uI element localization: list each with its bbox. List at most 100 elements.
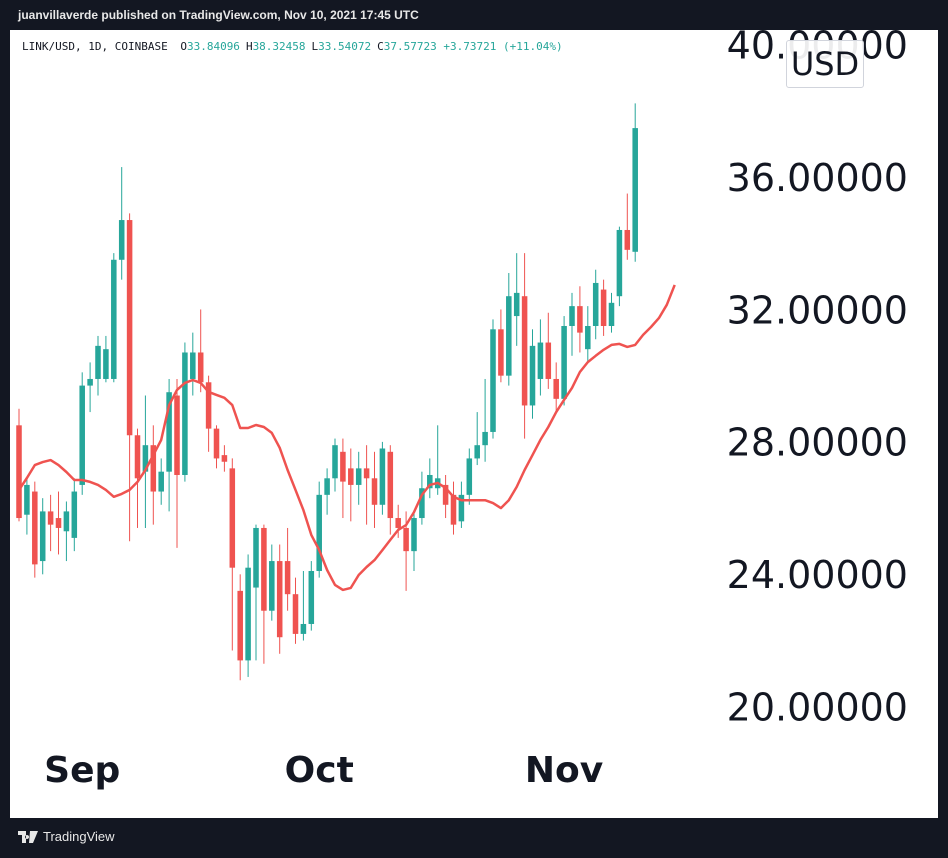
candle-body <box>608 302 615 326</box>
legend-key: O <box>180 40 187 53</box>
footer: TradingView <box>18 829 115 844</box>
candle-body <box>577 306 583 333</box>
candle-body <box>600 289 607 326</box>
legend-value: 33.54072 <box>318 40 372 53</box>
legend-key: L <box>311 40 319 53</box>
candle-body <box>450 494 457 525</box>
candle-body <box>521 296 528 406</box>
candle-body <box>55 518 62 528</box>
change: +3.73721 (+11.04%) <box>443 40 563 53</box>
candle-body <box>182 352 188 475</box>
candle-body <box>340 451 346 482</box>
candle-body <box>221 455 228 462</box>
candle-body <box>498 329 504 376</box>
candle-body <box>142 445 149 472</box>
candle-body <box>442 484 449 505</box>
ohlc-legend: LINK/USD, 1D, COINBASE O33.84096 H38.3245… <box>22 40 563 53</box>
publish-info: juanvillaverde published on TradingView.… <box>18 8 419 22</box>
candle-body <box>197 352 204 383</box>
candle-body <box>348 468 354 485</box>
legend-value: 38.32458 <box>252 40 306 53</box>
candle-body <box>24 484 30 515</box>
candle-body <box>229 468 236 568</box>
candle-body <box>237 590 243 661</box>
candle-body <box>205 382 212 429</box>
candle-body <box>190 352 196 379</box>
x-tick-label: Sep <box>44 750 120 791</box>
y-tick-label: 28.00000 <box>727 421 908 465</box>
ohlc-items: O33.84096 H38.32458 L33.54072 C37.57723 <box>174 40 436 53</box>
candle-body <box>284 561 291 595</box>
candle-body <box>126 220 133 436</box>
y-tick-label: 24.00000 <box>727 553 908 597</box>
candle-body <box>379 448 386 505</box>
candle-body <box>403 527 409 552</box>
candle-body <box>245 567 251 661</box>
candle-body <box>269 561 275 611</box>
y-tick-label: 36.00000 <box>727 156 908 200</box>
candle-body <box>466 458 473 495</box>
candle-body <box>506 296 512 376</box>
candle-body <box>300 623 307 634</box>
candle-body <box>458 494 465 522</box>
moving-average <box>17 284 676 592</box>
symbol: LINK/USD, 1D, COINBASE <box>22 40 168 53</box>
candle-body <box>387 451 394 519</box>
candle-body <box>111 259 117 379</box>
y-tick-label: 32.00000 <box>727 288 908 332</box>
candle-body <box>71 491 78 538</box>
candle-body <box>308 571 315 624</box>
candle-body <box>585 325 591 350</box>
candle-body <box>561 325 567 399</box>
candle-body <box>47 511 54 525</box>
x-tick-label: Oct <box>285 750 354 791</box>
candle-body <box>158 471 164 492</box>
brand: TradingView <box>43 829 115 844</box>
candle-body <box>553 378 559 399</box>
candle-body <box>537 342 544 379</box>
chart: 20.00000 24.00000 28.00000 32.00000 36.00000… <box>16 23 908 791</box>
candle-body <box>261 527 267 611</box>
candle-body <box>213 428 220 459</box>
legend-value: 37.57723 <box>383 40 437 53</box>
candle-body <box>529 345 536 406</box>
candle-body <box>103 349 109 379</box>
candle-body <box>545 342 552 379</box>
candle-body <box>324 478 330 495</box>
candle-body <box>276 561 283 638</box>
logo <box>18 830 38 843</box>
x-tick-label: Nov <box>525 750 603 791</box>
candle-body <box>411 518 417 552</box>
candle-body <box>166 392 172 472</box>
candle-body <box>253 527 259 588</box>
currency-badge[interactable]: USD <box>786 40 864 88</box>
candle-body <box>363 468 370 479</box>
candle-body <box>427 474 433 489</box>
candle-body <box>616 229 623 297</box>
candle-body <box>32 491 38 565</box>
candle-body <box>316 494 322 572</box>
candle-body <box>592 282 599 326</box>
y-tick-label: 20.00000 <box>727 686 908 730</box>
candle-body <box>632 128 638 252</box>
candle-body <box>87 378 93 386</box>
candle-body <box>513 292 520 317</box>
candle-body <box>395 518 401 528</box>
candle-body <box>332 445 338 479</box>
candle-body <box>16 425 22 519</box>
candle-body <box>474 445 480 459</box>
candle-body <box>419 488 425 519</box>
candle-body <box>371 478 378 505</box>
candle-body <box>150 445 157 492</box>
candle-body <box>292 594 299 634</box>
candle-body <box>134 435 141 479</box>
candle-body <box>63 511 70 532</box>
chart-panel: 20.00000 24.00000 28.00000 32.00000 36.00000… <box>10 23 938 818</box>
candle-body <box>624 229 631 250</box>
candle-body <box>79 385 85 485</box>
legend-key: H <box>245 40 253 53</box>
candle-body <box>39 511 46 562</box>
legend-value: 33.84096 <box>186 40 240 53</box>
candle-body <box>490 329 496 432</box>
